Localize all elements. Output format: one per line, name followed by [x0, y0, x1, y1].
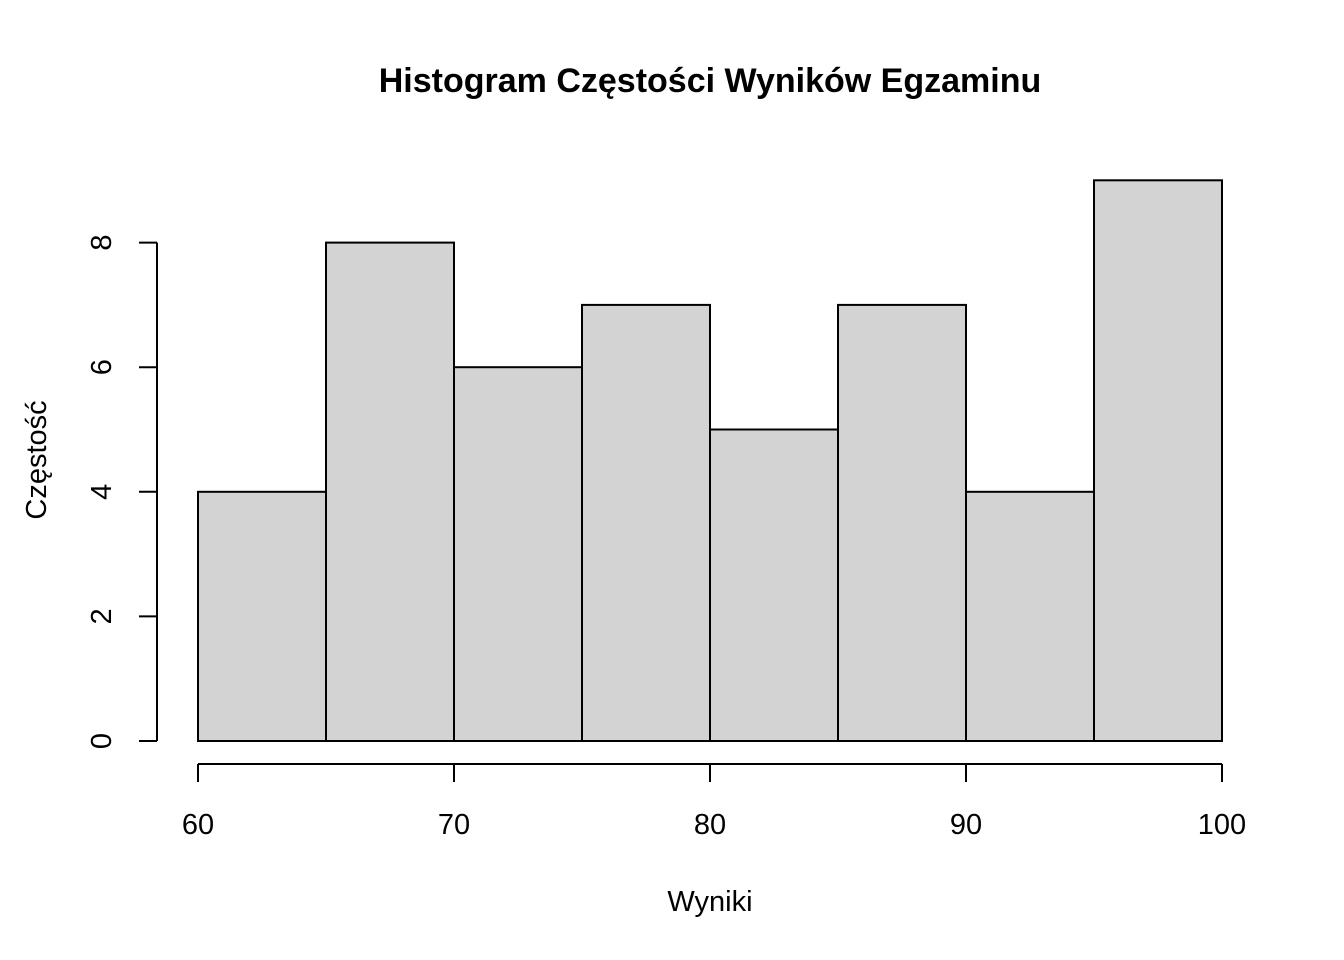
y-tick-label: 2	[86, 608, 118, 624]
histogram-bar	[325, 241, 455, 742]
y-tick-label: 4	[86, 484, 118, 500]
bars-group	[197, 179, 1223, 743]
x-tick-label: 60	[182, 809, 214, 841]
x-tick-label: 70	[438, 809, 470, 841]
histogram-bar	[581, 303, 711, 742]
x-axis: 60 70 80 90 100	[182, 763, 1246, 841]
histogram-bar	[197, 490, 327, 742]
x-axis-label: Wyniki	[667, 886, 752, 918]
histogram-bar	[453, 366, 583, 742]
y-tick-label: 8	[86, 235, 118, 251]
x-tick-label: 80	[694, 809, 726, 841]
histogram-bar	[1093, 179, 1223, 743]
histogram-bar	[965, 490, 1095, 742]
histogram-bar	[837, 303, 967, 742]
y-axis-label: Częstość	[21, 400, 53, 519]
x-tick-label: 100	[1198, 809, 1246, 841]
y-tick-label: 6	[86, 359, 118, 375]
chart-title: Histogram Częstości Wyników Egzaminu	[379, 62, 1042, 100]
histogram-bar	[709, 428, 839, 742]
y-axis: 0 2 4 6 8	[86, 235, 158, 749]
x-tick-label: 90	[950, 809, 982, 841]
y-tick-label: 0	[86, 733, 118, 749]
